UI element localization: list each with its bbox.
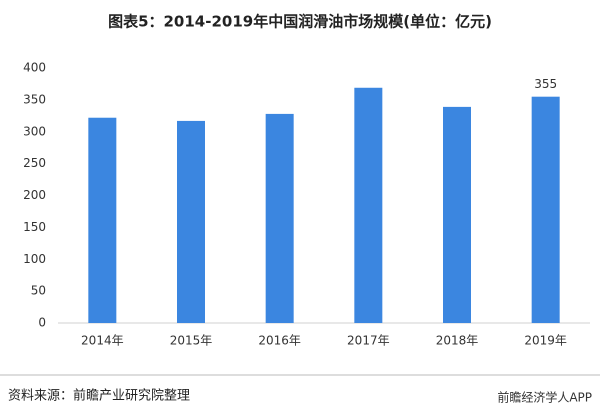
y-tick-label: 0 xyxy=(38,316,46,330)
y-tick-label: 150 xyxy=(23,220,46,234)
x-tick-label: 2017年 xyxy=(347,334,390,348)
x-tick-label: 2015年 xyxy=(170,334,213,348)
y-tick-label: 400 xyxy=(23,61,46,75)
y-tick-label: 50 xyxy=(31,284,46,298)
bar xyxy=(531,96,560,323)
x-tick-label: 2018年 xyxy=(436,334,479,348)
bar xyxy=(88,117,117,323)
y-tick-label: 100 xyxy=(23,252,46,266)
bar xyxy=(265,113,294,324)
x-tick-label: 2019年 xyxy=(524,334,567,348)
y-tick-label: 350 xyxy=(23,92,46,106)
y-tick-label: 300 xyxy=(23,124,46,138)
x-tick-label: 2016年 xyxy=(258,334,301,348)
data-label: 355 xyxy=(534,77,557,91)
chart-title: 图表5：2014-2019年中国润滑油市场规模(单位：亿元) xyxy=(108,13,492,31)
brand: 前瞻经济学人APP xyxy=(497,390,592,405)
bar xyxy=(443,106,471,323)
y-tick-label: 200 xyxy=(23,188,46,202)
y-tick-label: 250 xyxy=(23,156,46,170)
bar xyxy=(354,87,383,323)
x-tick-label: 2014年 xyxy=(81,334,124,348)
bar xyxy=(177,120,205,323)
source-note: 资料来源：前瞻产业研究院整理 xyxy=(8,388,190,404)
